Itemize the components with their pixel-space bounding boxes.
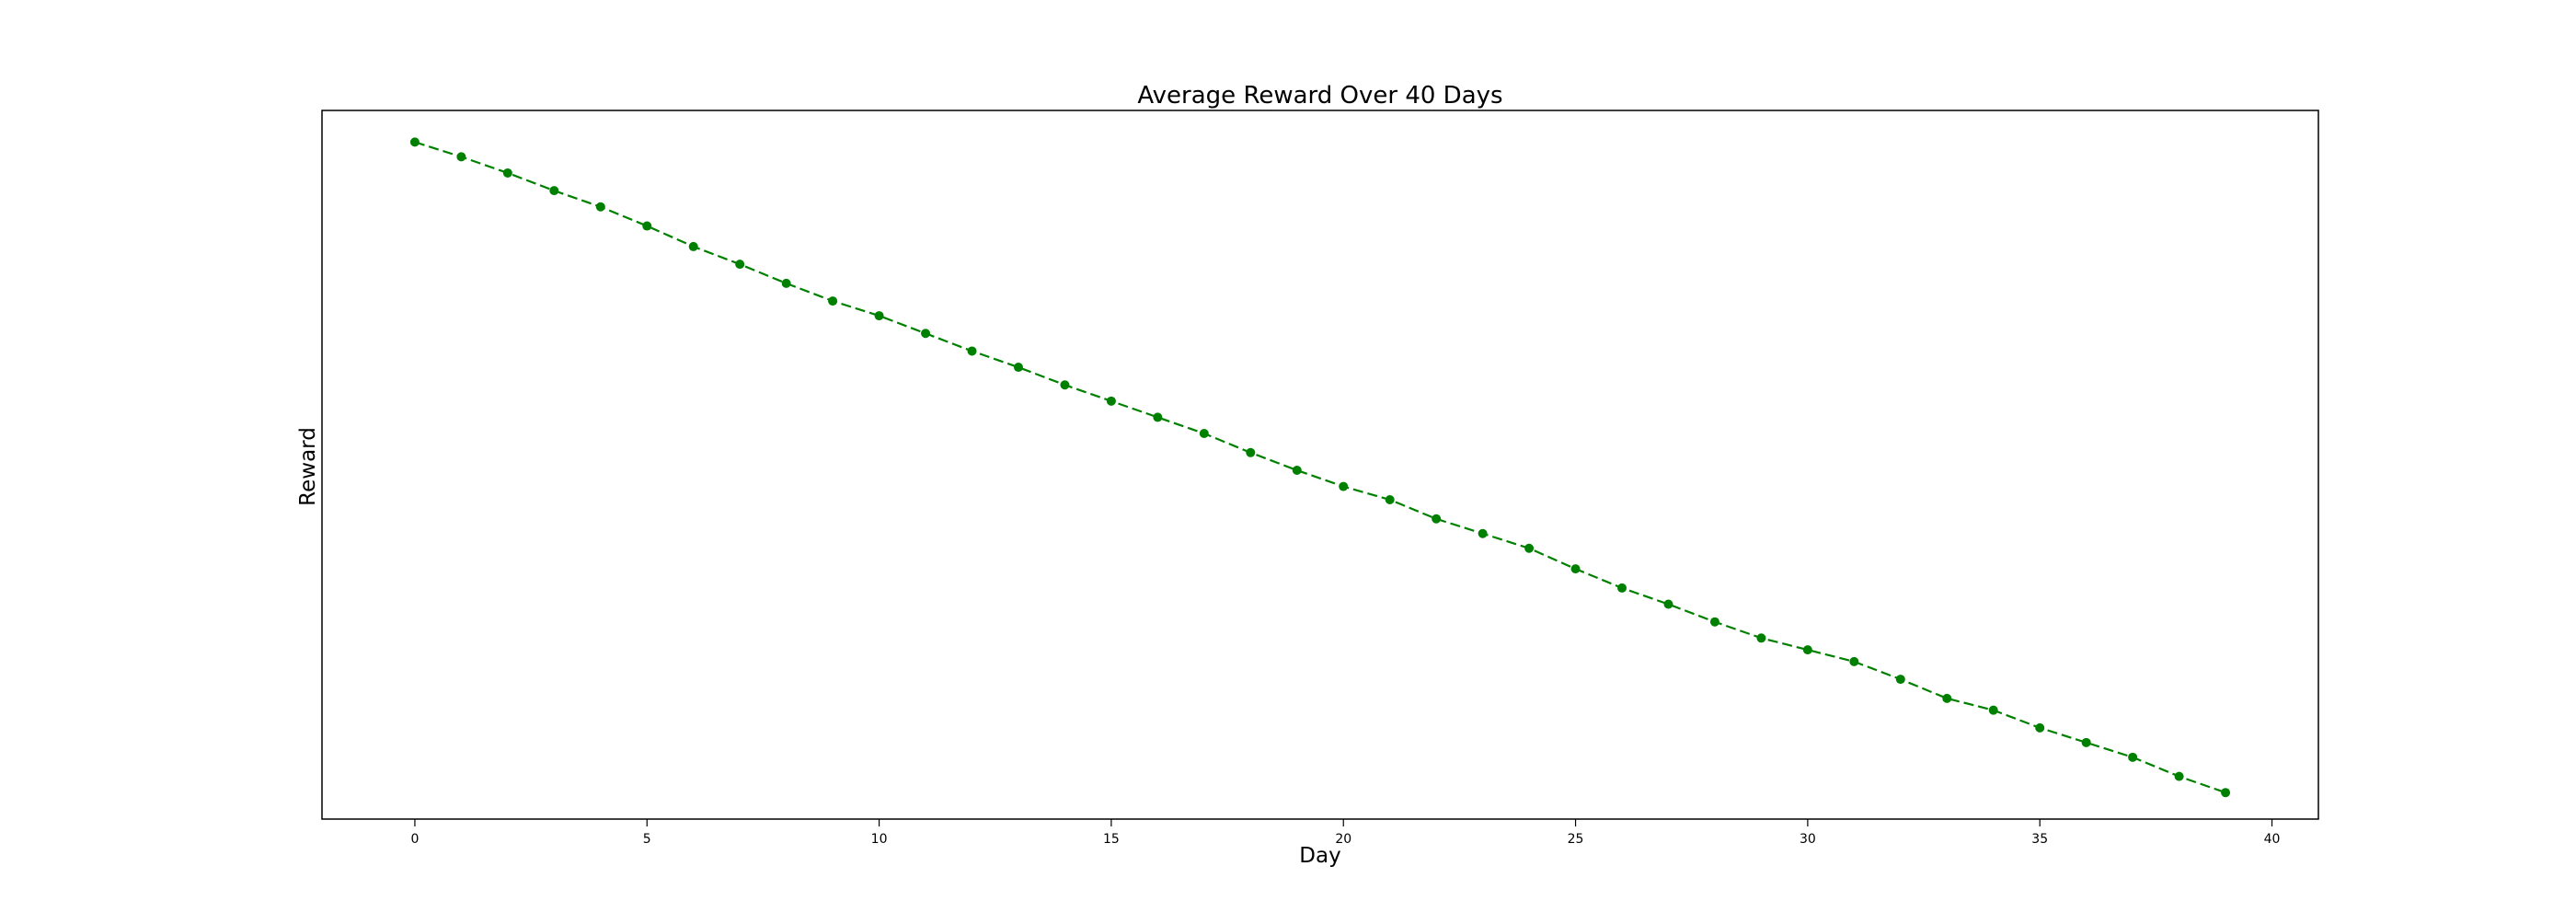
data-point	[502, 167, 512, 178]
data-point	[2174, 771, 2184, 781]
data-point	[2035, 722, 2045, 733]
data-point	[1339, 481, 1349, 491]
x-tick-label: 20	[1335, 832, 1351, 847]
data-point	[409, 137, 420, 147]
series-line	[414, 141, 2226, 794]
data-point	[1106, 396, 1116, 406]
x-axis-label: Day	[1299, 844, 1340, 868]
data-point	[1013, 363, 1023, 373]
data-point	[595, 202, 605, 212]
x-tick-label: 40	[2264, 832, 2281, 847]
x-tick-label: 5	[643, 832, 651, 847]
x-tick-label: 15	[1103, 832, 1120, 847]
data-point	[1432, 514, 1442, 524]
data-point	[1199, 429, 1209, 439]
data-point	[967, 346, 977, 356]
data-point	[1478, 528, 1488, 538]
data-point	[781, 278, 791, 288]
data-point	[1709, 617, 1719, 627]
data-point	[735, 260, 745, 270]
data-point	[2221, 788, 2231, 798]
data-point	[549, 186, 559, 196]
data-point	[1060, 380, 1070, 390]
data-point	[642, 221, 652, 231]
data-point	[1524, 543, 1535, 553]
data-point	[1570, 564, 1581, 574]
data-point	[1849, 656, 1859, 666]
data-point	[688, 241, 698, 251]
x-tick-label: 10	[871, 832, 888, 847]
data-point	[1895, 675, 1905, 685]
data-point	[828, 296, 838, 306]
x-tick-label: 30	[1800, 832, 1816, 847]
data-point	[1756, 633, 1766, 643]
data-point	[1246, 447, 1256, 457]
data-point	[1153, 412, 1163, 422]
x-tick-label: 0	[410, 832, 419, 847]
x-axis-ticks: 0 5 10 15 20 25 30 35 40	[410, 819, 2280, 847]
y-axis-label: Reward	[296, 427, 320, 506]
data-point	[1802, 645, 1812, 655]
chart-title: Average Reward Over 40 Days	[1137, 82, 1502, 110]
data-point	[1988, 705, 1998, 715]
data-point	[921, 329, 931, 339]
data-point	[456, 152, 466, 162]
data-point	[874, 311, 884, 321]
plot-area-frame	[321, 110, 2319, 820]
data-point	[1663, 599, 1673, 609]
x-tick-label: 25	[1568, 832, 1584, 847]
data-point	[1292, 466, 1302, 475]
data-point	[1385, 494, 1395, 504]
series-layer	[409, 137, 2231, 798]
data-point	[2128, 752, 2138, 762]
data-point	[1617, 583, 1627, 593]
data-point	[1942, 693, 1952, 703]
data-point	[2081, 737, 2091, 747]
x-tick-label: 35	[2031, 832, 2048, 847]
